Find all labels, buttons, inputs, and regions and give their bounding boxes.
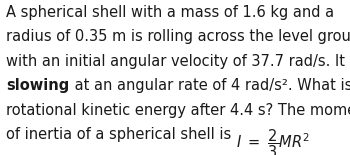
Text: rotational kinetic energy after 4.4 s? The moment: rotational kinetic energy after 4.4 s? T… xyxy=(6,103,350,118)
Text: of inertia of a spherical shell is: of inertia of a spherical shell is xyxy=(6,127,236,142)
Text: with an initial angular velocity of 37.7 rad/s. It is: with an initial angular velocity of 37.7… xyxy=(6,54,350,69)
Text: radius of 0.35 m is rolling across the level ground: radius of 0.35 m is rolling across the l… xyxy=(6,29,350,44)
Text: slowing: slowing xyxy=(6,78,70,93)
Text: $I\ =\ \dfrac{2}{3}MR^{2}$: $I\ =\ \dfrac{2}{3}MR^{2}$ xyxy=(236,127,310,155)
Text: at an angular rate of 4 rad/s². What is its: at an angular rate of 4 rad/s². What is … xyxy=(70,78,350,93)
Text: A spherical shell with a mass of 1.6 kg and a: A spherical shell with a mass of 1.6 kg … xyxy=(6,5,335,20)
